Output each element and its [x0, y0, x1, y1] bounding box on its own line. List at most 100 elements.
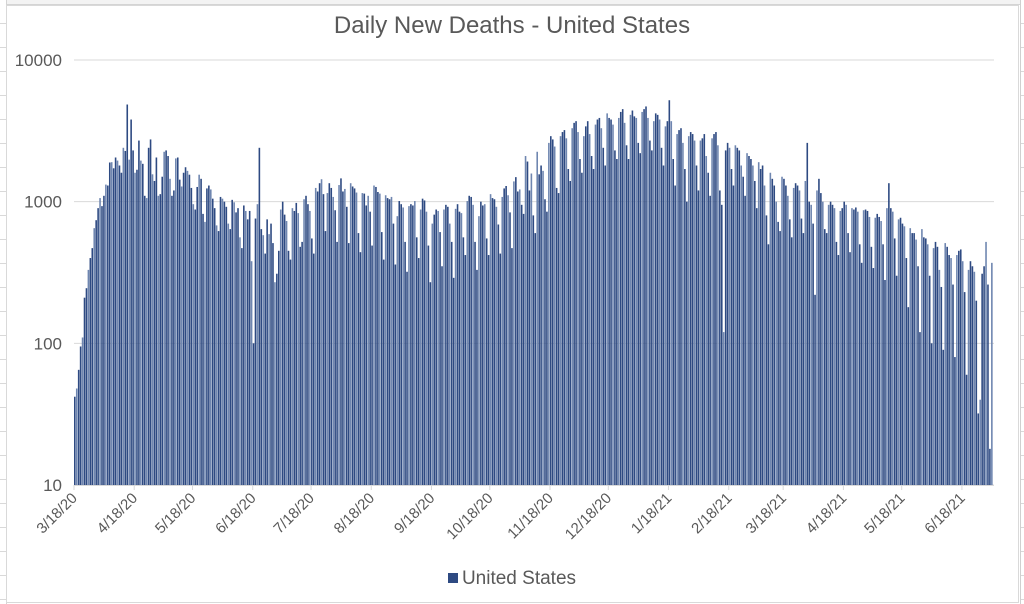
bar[interactable]	[97, 208, 99, 485]
bar[interactable]	[244, 210, 247, 485]
bar[interactable]	[963, 292, 966, 485]
bar[interactable]	[369, 211, 371, 486]
bar[interactable]	[684, 169, 686, 485]
bar[interactable]	[433, 214, 436, 485]
bar[interactable]	[332, 196, 334, 485]
bar[interactable]	[961, 261, 964, 485]
bar[interactable]	[654, 113, 657, 486]
bar[interactable]	[967, 269, 970, 485]
bar[interactable]	[773, 185, 776, 485]
bar[interactable]	[538, 174, 540, 485]
bar[interactable]	[720, 204, 723, 485]
bar[interactable]	[528, 190, 531, 485]
bar[interactable]	[248, 210, 251, 485]
bar[interactable]	[491, 198, 494, 485]
bar[interactable]	[501, 196, 504, 485]
bar[interactable]	[936, 246, 939, 485]
bar[interactable]	[553, 146, 556, 485]
bar[interactable]	[122, 147, 125, 486]
bar[interactable]	[429, 282, 432, 485]
bar[interactable]	[895, 275, 898, 485]
bar[interactable]	[107, 185, 109, 485]
bar[interactable]	[132, 150, 134, 486]
bar[interactable]	[421, 198, 424, 485]
bar[interactable]	[952, 284, 954, 485]
bar[interactable]	[569, 180, 572, 485]
bar[interactable]	[382, 259, 385, 485]
bar[interactable]	[414, 201, 416, 486]
bar[interactable]	[217, 231, 220, 485]
bar[interactable]	[464, 255, 467, 485]
bar[interactable]	[858, 244, 861, 485]
bar[interactable]	[176, 157, 179, 486]
bar[interactable]	[822, 201, 824, 486]
bar[interactable]	[237, 208, 239, 485]
bar[interactable]	[324, 231, 327, 485]
bar[interactable]	[221, 198, 224, 485]
bar[interactable]	[184, 167, 187, 486]
bar[interactable]	[678, 130, 680, 485]
bar[interactable]	[610, 119, 612, 485]
bar[interactable]	[639, 153, 641, 485]
bar[interactable]	[557, 193, 560, 485]
bar[interactable]	[973, 271, 976, 485]
bar[interactable]	[458, 211, 461, 486]
bar[interactable]	[190, 187, 193, 485]
bar[interactable]	[586, 121, 589, 486]
bar[interactable]	[835, 241, 838, 485]
bar[interactable]	[643, 109, 645, 485]
bar[interactable]	[151, 174, 154, 485]
bar[interactable]	[219, 196, 222, 485]
bar[interactable]	[866, 210, 869, 485]
bar[interactable]	[110, 162, 113, 485]
bar[interactable]	[761, 165, 764, 486]
bar[interactable]	[388, 199, 391, 485]
bar[interactable]	[456, 204, 459, 485]
bar[interactable]	[114, 157, 117, 486]
bar[interactable]	[971, 266, 974, 485]
bar[interactable]	[619, 111, 622, 486]
bar[interactable]	[270, 223, 272, 486]
bar[interactable]	[138, 140, 140, 485]
bar[interactable]	[196, 186, 198, 485]
bar[interactable]	[868, 216, 871, 485]
bar[interactable]	[392, 223, 395, 486]
bar[interactable]	[604, 165, 607, 486]
bar[interactable]	[427, 245, 430, 485]
bar[interactable]	[155, 157, 158, 486]
bar[interactable]	[408, 206, 410, 485]
bar[interactable]	[985, 241, 987, 485]
bar[interactable]	[956, 255, 958, 485]
bar[interactable]	[899, 217, 902, 485]
bar[interactable]	[800, 218, 803, 486]
bar[interactable]	[664, 126, 667, 486]
bar[interactable]	[359, 252, 362, 485]
bar[interactable]	[365, 205, 368, 485]
bar[interactable]	[204, 221, 206, 485]
bar[interactable]	[680, 128, 682, 485]
bar[interactable]	[171, 195, 173, 486]
bar[interactable]	[297, 213, 300, 485]
bar[interactable]	[919, 332, 921, 485]
bar[interactable]	[241, 248, 243, 485]
bar[interactable]	[93, 228, 96, 486]
bar[interactable]	[101, 206, 103, 485]
bar[interactable]	[208, 185, 210, 485]
bar[interactable]	[567, 169, 570, 485]
bar[interactable]	[645, 106, 647, 485]
bar[interactable]	[614, 150, 616, 486]
bar[interactable]	[612, 124, 614, 485]
bar[interactable]	[806, 142, 809, 485]
bar[interactable]	[651, 150, 653, 486]
bar[interactable]	[390, 196, 393, 485]
bar[interactable]	[991, 262, 993, 485]
bar[interactable]	[820, 193, 822, 485]
bar[interactable]	[750, 159, 752, 485]
bar[interactable]	[769, 172, 772, 485]
bar[interactable]	[903, 226, 906, 485]
bar[interactable]	[448, 223, 451, 486]
bar[interactable]	[905, 258, 908, 485]
bar[interactable]	[522, 213, 525, 485]
bar[interactable]	[946, 246, 948, 485]
bar[interactable]	[623, 122, 626, 486]
